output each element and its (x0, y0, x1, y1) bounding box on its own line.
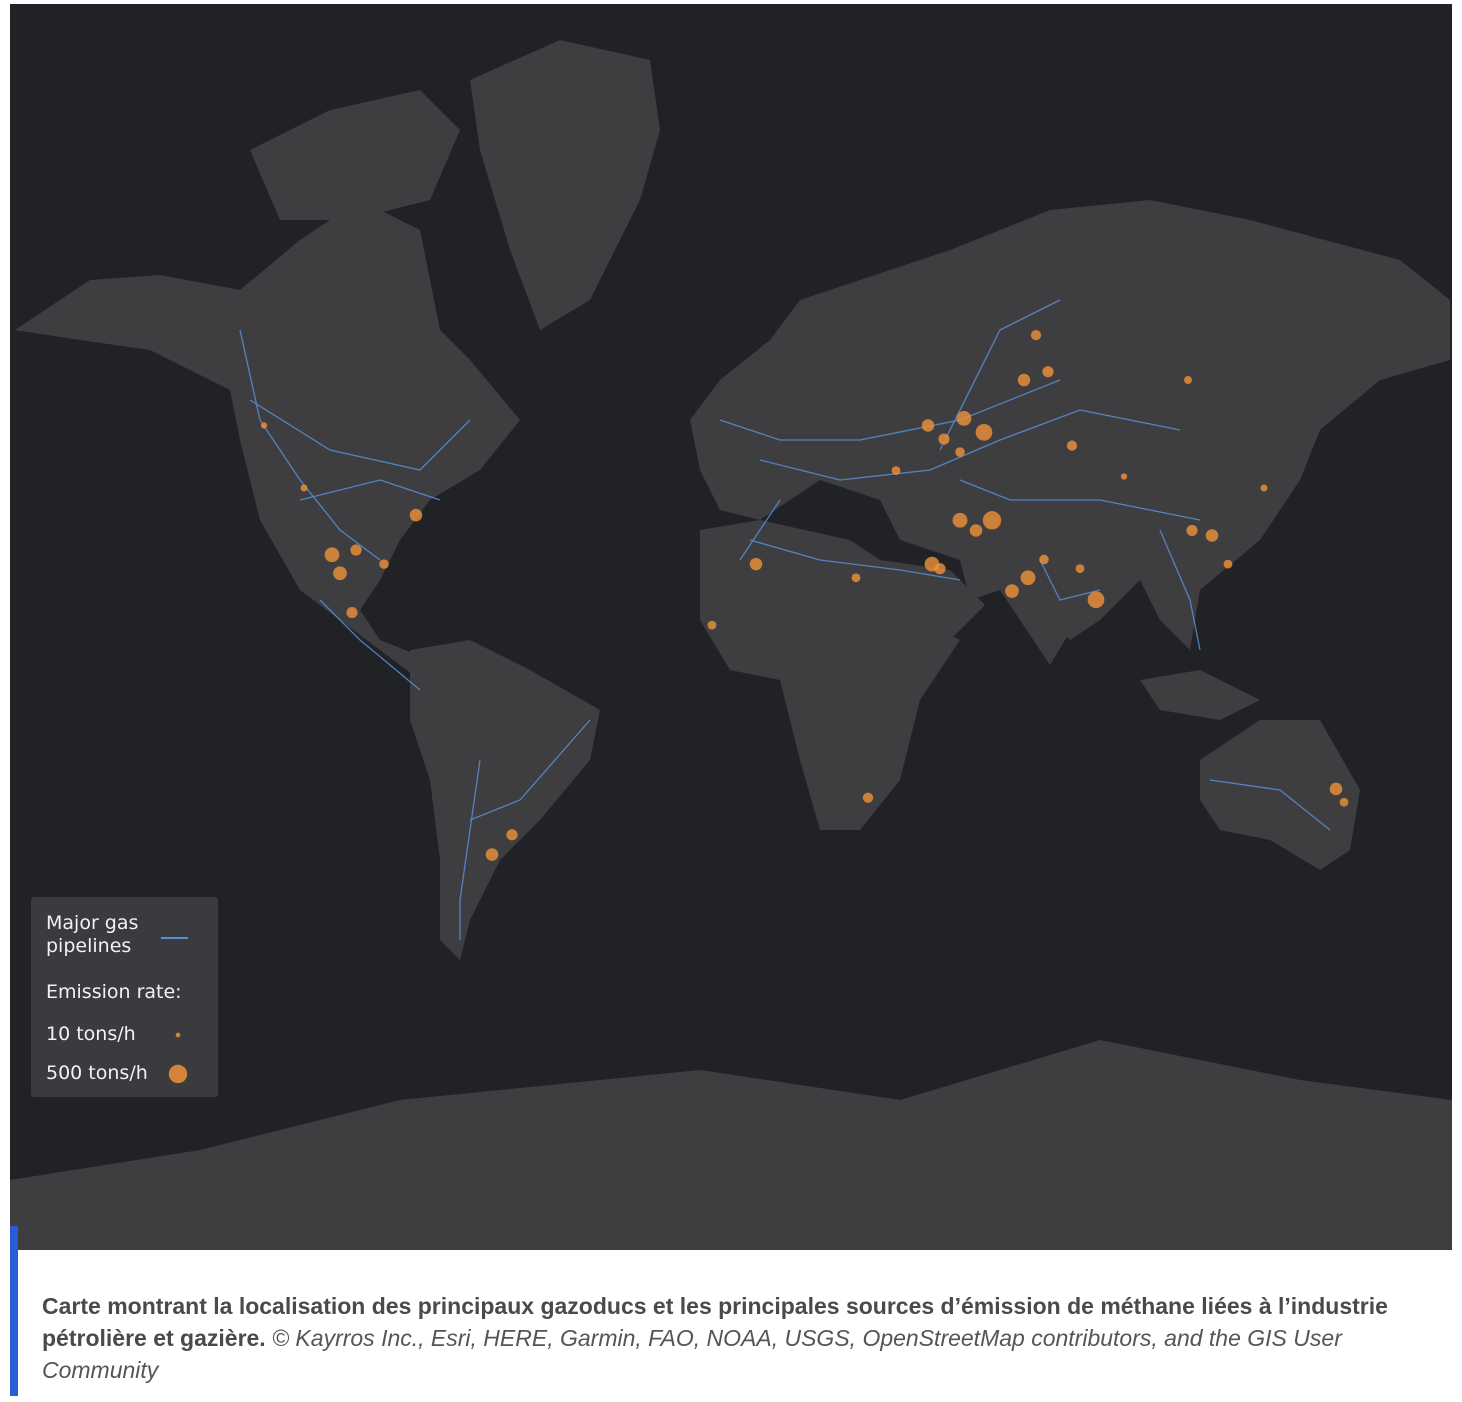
map (10, 4, 1452, 1250)
emission-source (346, 606, 358, 619)
emission-source (938, 433, 950, 445)
caption-accent (10, 1226, 18, 1396)
emission-source (350, 544, 362, 556)
legend-size-label: 500 tons/h (46, 1062, 148, 1084)
basemap (10, 4, 1452, 1250)
emission-source (1120, 473, 1128, 480)
caption: Carte montrant la localisation des princ… (42, 1290, 1422, 1386)
legend-pipelines: Major gas pipelines (46, 912, 139, 957)
emission-source (1066, 440, 1078, 451)
emission-source (1087, 591, 1105, 609)
emission-source (1020, 570, 1036, 586)
emission-source (300, 484, 308, 492)
emission-source (1339, 797, 1349, 807)
emission-source (934, 563, 946, 575)
caption-credit: © Kayrros Inc., Esri, HERE, Garmin, FAO,… (42, 1325, 1342, 1383)
pipelines (239, 299, 1331, 940)
emission-source (1329, 782, 1343, 796)
legend-size-label: 10 tons/h (46, 1023, 136, 1045)
emission-source (1260, 484, 1268, 492)
emission-source (975, 423, 993, 441)
emission-source (1223, 559, 1233, 569)
legend-size-marker (168, 1064, 188, 1084)
legend-emission-title: Emission rate: (46, 981, 182, 1003)
emission-source (851, 573, 861, 583)
emission-source (1039, 554, 1049, 565)
emission-source (324, 547, 340, 563)
emission-source (955, 447, 965, 457)
legend-size-marker (175, 1032, 181, 1038)
emission-source (707, 620, 717, 630)
emission-source (260, 422, 268, 429)
emission-source (1205, 529, 1219, 542)
emission-source (1005, 584, 1019, 598)
caption-bold: Carte montrant la localisation des princ… (42, 1293, 1388, 1351)
emission-source (1042, 366, 1054, 378)
emission-source (749, 557, 763, 571)
emission-source (921, 419, 935, 432)
emission-source (1017, 373, 1031, 387)
legend: Major gas pipelines Emission rate: 10 to… (31, 897, 218, 1097)
emission-source (409, 508, 423, 522)
emission-source (485, 848, 499, 861)
emission-source (506, 829, 518, 841)
emission-source (956, 410, 972, 426)
emission-source (969, 524, 983, 537)
emission-source (1186, 524, 1198, 537)
emission-source (982, 511, 1002, 530)
emission-source (333, 566, 347, 581)
emission-source (952, 512, 968, 528)
legend-symbols (161, 937, 188, 1084)
emission-source (1075, 564, 1085, 574)
land (10, 40, 1452, 1250)
emission-source (379, 559, 389, 569)
emission-source (1184, 376, 1192, 385)
emission-source (862, 792, 874, 803)
emission-source (1030, 329, 1042, 341)
emission-sources (260, 329, 1349, 861)
emission-source (891, 466, 901, 475)
